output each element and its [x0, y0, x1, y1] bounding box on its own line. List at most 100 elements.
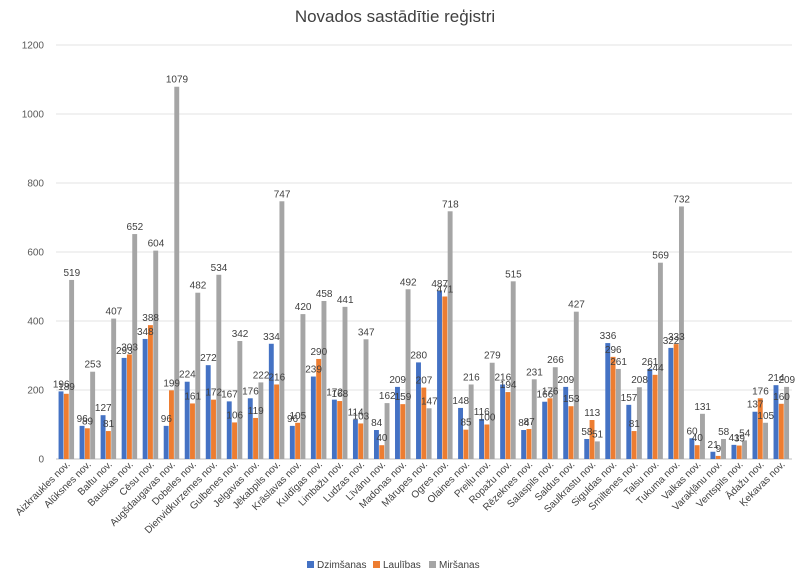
bar-laulības [211, 399, 216, 459]
data-label: 216 [494, 372, 511, 383]
legend-swatch [307, 561, 314, 568]
data-label: 208 [631, 375, 648, 386]
bar-miršanas [321, 300, 327, 459]
data-label: 209 [558, 375, 575, 386]
data-label: 167 [221, 389, 238, 400]
legend-label: Miršanas [439, 560, 480, 571]
data-label: 84 [518, 418, 530, 429]
data-label: 127 [95, 403, 112, 414]
bar-laulības [63, 393, 69, 459]
data-label: 54 [739, 428, 751, 439]
data-label: 253 [84, 360, 101, 371]
bar-laulības [295, 422, 301, 459]
data-label: 119 [248, 406, 264, 417]
bar-miršanas [700, 413, 705, 459]
data-label: 231 [526, 367, 543, 378]
data-label: 487 [431, 279, 448, 290]
data-label: 336 [600, 331, 617, 342]
bar-dzimšanas [773, 385, 779, 459]
data-label: 334 [263, 332, 280, 343]
data-label: 427 [568, 300, 585, 311]
data-label: 176 [242, 386, 259, 397]
bar-dzimšanas [163, 425, 169, 459]
data-label: 216 [268, 372, 285, 383]
data-label: 348 [137, 327, 154, 338]
bar-laulības [421, 387, 427, 459]
data-label: 388 [142, 313, 159, 324]
bar-miršanas [721, 438, 726, 459]
bar-miršanas [237, 341, 243, 459]
data-label: 153 [563, 394, 580, 405]
data-label: 718 [442, 199, 459, 210]
data-label: 519 [63, 268, 80, 279]
legend-label: Dzimšanas [317, 560, 366, 571]
data-label: 81 [103, 419, 115, 430]
data-label: 515 [505, 269, 522, 280]
data-label: 333 [668, 332, 685, 343]
bar-dzimšanas [752, 411, 758, 459]
bar-dzimšanas [352, 419, 358, 459]
bar-dzimšanas [689, 438, 695, 459]
data-label: 261 [610, 357, 627, 368]
data-label: 261 [642, 357, 659, 368]
data-label: 81 [629, 419, 641, 430]
bar-miršanas [195, 292, 201, 459]
bar-laulības [105, 431, 111, 459]
bar-miršanas [426, 408, 432, 459]
bar-dzimšanas [142, 338, 148, 459]
data-label: 1079 [166, 75, 189, 86]
bars [58, 86, 790, 460]
bar-dzimšanas [542, 401, 548, 459]
data-label: 160 [773, 392, 790, 403]
bar-dzimšanas [416, 362, 421, 459]
data-label: 58 [718, 427, 730, 438]
data-label: 168 [332, 389, 349, 400]
data-label: 207 [416, 376, 433, 387]
bar-laulības [484, 424, 490, 459]
bar-miršanas [784, 386, 790, 459]
data-label: 40 [692, 433, 704, 444]
y-tick-label: 1000 [22, 110, 45, 121]
data-label: 113 [584, 408, 600, 419]
data-label: 96 [77, 414, 89, 425]
bar-dzimšanas [668, 347, 674, 459]
data-label: 84 [371, 418, 383, 429]
bar-laulības [505, 392, 511, 459]
data-label: 482 [190, 281, 207, 292]
bar-miršanas [111, 318, 117, 459]
data-label: 60 [687, 426, 699, 437]
bar-laulības [652, 374, 658, 459]
data-label: 222 [253, 370, 270, 381]
bar-miršanas [531, 379, 537, 459]
legend-label: Laulības [383, 560, 421, 571]
data-label: 196 [53, 379, 70, 390]
y-tick-label: 0 [38, 455, 44, 466]
data-label: 96 [161, 414, 173, 425]
bar-dzimšanas [373, 430, 379, 459]
y-tick-label: 600 [27, 248, 44, 259]
data-label: 137 [747, 400, 764, 411]
data-label: 147 [421, 396, 438, 407]
data-label: 131 [694, 402, 711, 413]
data-label: 420 [295, 302, 312, 313]
bar-laulības [337, 401, 343, 459]
data-label: 116 [474, 407, 490, 418]
bar-dzimšanas [205, 365, 211, 459]
bar-dzimšanas [479, 418, 485, 459]
data-label: 652 [127, 222, 144, 233]
bar-dzimšanas [437, 290, 442, 459]
bar-miršanas [573, 311, 579, 459]
bar-laulības [316, 358, 322, 459]
bar-laulības [673, 344, 679, 459]
bar-laulības [400, 404, 406, 459]
data-label: 172 [326, 388, 343, 399]
data-label: 604 [148, 239, 165, 250]
data-label: 39 [734, 434, 746, 445]
legend-swatch [373, 561, 380, 568]
bar-dzimšanas [184, 381, 190, 459]
bar-miršanas [510, 281, 516, 459]
data-label: 441 [337, 295, 354, 306]
data-label: 199 [163, 378, 180, 389]
bar-miršanas [342, 306, 348, 459]
bar-miršanas [90, 371, 96, 459]
